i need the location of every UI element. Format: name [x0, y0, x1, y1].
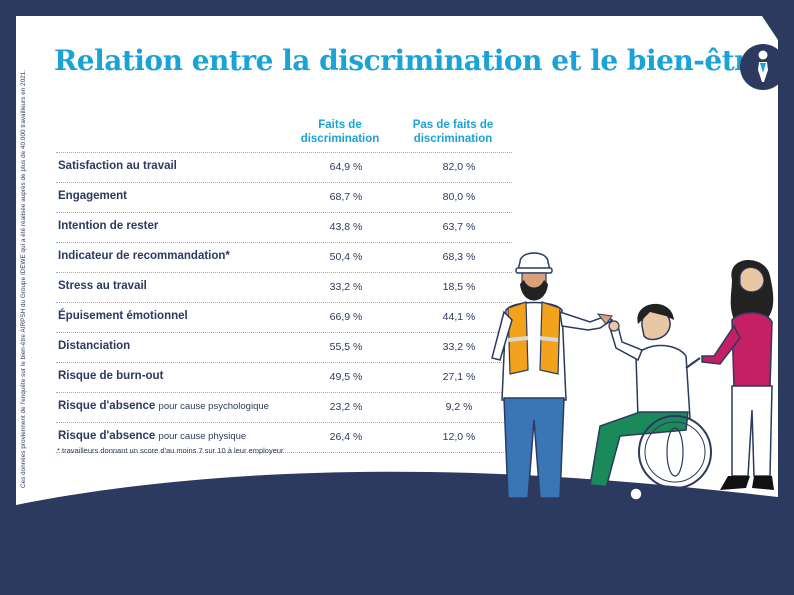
table-row: Stress au travail 33,2 % 18,5 % — [56, 273, 512, 303]
value-with: 23,2 % — [329, 401, 363, 413]
value-without: 12,0 % — [442, 431, 476, 443]
table-row: Épuisement émotionnel 66,9 % 44,1 % — [56, 303, 512, 333]
row-label: Risque d'absence pour cause psychologiqu… — [58, 400, 269, 412]
value-without: 44,1 % — [442, 311, 476, 323]
row-label: Intention de rester — [58, 220, 159, 232]
person-logo-icon — [740, 44, 786, 90]
woman-figure — [701, 259, 774, 490]
row-label: Risque d'absence pour cause physique — [58, 430, 247, 442]
workers-group-illustration — [491, 252, 774, 506]
data-table: Satisfaction au travail 64,9 % 82,0 % En… — [56, 152, 512, 453]
row-label: Engagement — [58, 190, 128, 202]
row-label: Stress au travail — [58, 280, 147, 292]
row-label: Risque de burn-out — [58, 370, 164, 382]
column-header-without: Pas de faits de discrimination — [412, 119, 494, 145]
table-row: Intention de rester 43,8 % 63,7 % — [56, 213, 512, 243]
value-without: 82,0 % — [442, 161, 476, 173]
value-without: 63,7 % — [442, 221, 476, 233]
value-with: 43,8 % — [329, 221, 363, 233]
value-with: 50,4 % — [329, 251, 363, 263]
wheelchair-user-figure — [580, 303, 712, 501]
table-row: Distanciation 55,5 % 33,2 % — [56, 333, 512, 363]
table-row: Indicateur de recommandation* 50,4 % 68,… — [56, 243, 512, 273]
value-without: 33,2 % — [442, 341, 476, 353]
row-label: Distanciation — [58, 340, 131, 352]
page-title: Relation entre la discrimination et le b… — [54, 44, 766, 77]
value-with: 26,4 % — [329, 431, 363, 443]
table-row: Satisfaction au travail 64,9 % 82,0 % — [56, 152, 512, 183]
value-with: 66,9 % — [329, 311, 363, 323]
row-label: Épuisement émotionnel — [58, 310, 188, 322]
value-without: 68,3 % — [442, 251, 476, 263]
table-row: Risque d'absence pour cause psychologiqu… — [56, 393, 512, 423]
construction-worker-figure — [491, 252, 614, 506]
value-with: 68,7 % — [329, 191, 363, 203]
footnote: * travailleurs donnant un score d'au moi… — [57, 446, 284, 455]
row-label: Satisfaction au travail — [58, 160, 177, 172]
value-with: 49,5 % — [329, 371, 363, 383]
value-without: 80,0 % — [442, 191, 476, 203]
table-row: Risque d'absence pour cause physique 26,… — [56, 423, 512, 453]
row-label: Indicateur de recommandation* — [58, 250, 230, 262]
value-with: 33,2 % — [329, 281, 363, 293]
value-without: 27,1 % — [442, 371, 476, 383]
value-without: 9,2 % — [445, 401, 473, 413]
column-header-with: Faits de discrimination — [300, 119, 380, 145]
value-without: 18,5 % — [442, 281, 476, 293]
value-with: 64,9 % — [329, 161, 363, 173]
table-row: Risque de burn-out 49,5 % 27,1 % — [56, 363, 512, 393]
value-with: 55,5 % — [329, 341, 363, 353]
side-note: Ces données proviennent de l'enquête sur… — [20, 69, 27, 488]
table-row: Engagement 68,7 % 80,0 % — [56, 183, 512, 213]
